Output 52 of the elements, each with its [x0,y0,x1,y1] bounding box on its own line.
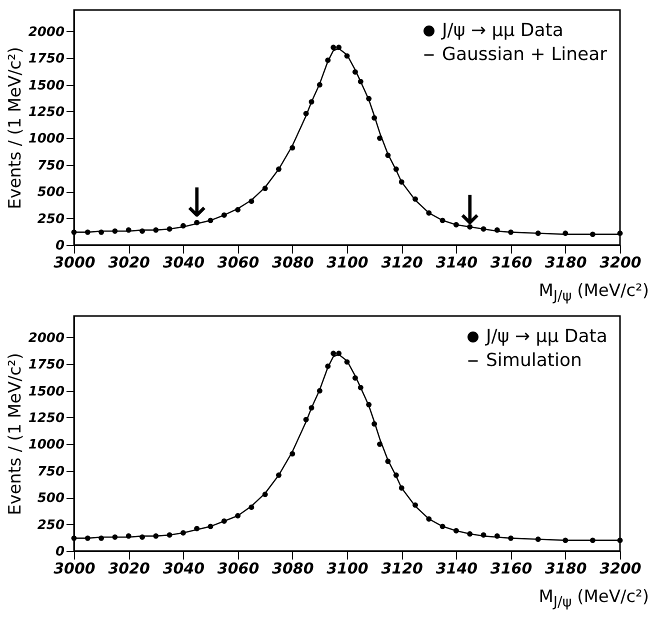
y-tick-label: 1500 [28,78,64,94]
legend-label: J/ψ → μμ Data [441,20,564,41]
x-tick-label: 3000 [54,254,96,272]
legend-label: J/ψ → μμ Data [485,326,608,347]
x-tick-label: 3060 [217,560,260,578]
x-tick-label: 3060 [217,254,260,272]
x-tick-label: 3080 [272,560,314,578]
x-tick-label: 3180 [545,254,587,272]
legend-label: Gaussian + Linear [442,44,608,65]
y-tick-label: 1000 [28,132,64,147]
point [330,44,336,50]
x-tick-label: 3120 [381,254,423,272]
x-tick-label: 3040 [162,254,205,272]
x-tick-label: 3200 [600,254,642,272]
y-tick-label: 500 [37,491,64,506]
y-tick-label: 0 [55,544,64,560]
point [330,350,336,356]
x-tick-label: 3080 [272,254,314,272]
x-tick-label: 3020 [108,560,150,578]
x-tick-label: 3140 [436,254,478,272]
y-tick-label: 250 [37,518,64,533]
y-tick-label: 1500 [28,384,64,400]
y-tick-label: 0 [55,238,64,254]
x-tick-label: 3140 [436,560,478,578]
y-tick-label: 750 [37,158,64,174]
y-tick-label: 1750 [28,358,64,373]
y-tick-label: 1000 [28,438,64,453]
x-tick-label: 3040 [162,560,205,578]
annotation: ↓ [453,188,487,234]
x-tick-label: 3020 [108,254,150,272]
y-axis-title: Events / (1 MeV/c²) [5,46,26,210]
x-tick-label: 3160 [490,254,532,272]
y-tick-label: 1750 [28,52,64,67]
x-tick-label: 3180 [545,560,587,578]
y-axis-title: Events / (1 MeV/c²) [5,352,26,516]
x-axis-title: M$_{J/ψ}$ (MeV/c²) [538,586,649,610]
x-tick-label: 3100 [326,254,368,272]
x-axis-title: M$_{J/ψ}$ (MeV/c²) [538,280,649,304]
y-tick-label: 1250 [28,104,64,120]
legend-label: Simulation [486,350,582,371]
y-tick-label: 2000 [28,24,64,40]
y-tick-label: 500 [37,185,64,200]
annotation: ↓ [180,180,214,226]
y-tick-label: 750 [37,464,64,480]
x-tick-label: 3120 [381,560,423,578]
x-tick-label: 3200 [600,560,642,578]
y-tick-label: 250 [37,212,64,227]
y-tick-label: 2000 [28,330,64,346]
x-tick-label: 3000 [54,560,96,578]
y-tick-label: 1250 [28,410,64,426]
x-tick-label: 3160 [490,560,532,578]
x-tick-label: 3100 [326,560,368,578]
